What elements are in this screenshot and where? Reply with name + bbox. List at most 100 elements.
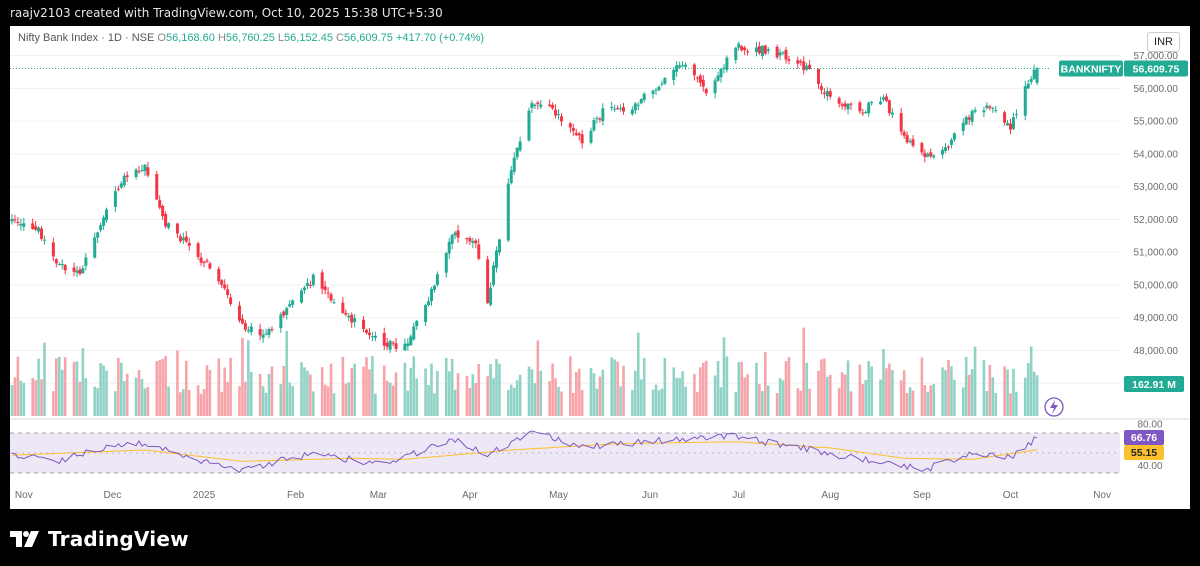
candle-body (243, 323, 247, 330)
volume-bar (622, 365, 625, 416)
volume-bar (743, 377, 746, 416)
volume-bar (179, 392, 182, 416)
candle-body (497, 239, 501, 253)
volume-bar (512, 387, 516, 416)
volume-bar (391, 385, 395, 416)
volume-bar (167, 386, 170, 416)
candle-body (344, 313, 348, 315)
candle-body (140, 170, 144, 172)
volume-bar (684, 386, 687, 416)
candle-body (1011, 117, 1015, 129)
candle-body (1035, 68, 1039, 83)
candle-body (34, 226, 38, 230)
candle-body (681, 65, 685, 67)
volume-bar (477, 363, 481, 416)
candle-body (692, 64, 696, 76)
candle-body (40, 228, 44, 239)
volume-bar (518, 374, 522, 416)
volume-bar (911, 390, 915, 416)
lightning-icon[interactable] (1044, 397, 1064, 417)
candle-body (1003, 112, 1007, 123)
volume-bar (861, 384, 865, 416)
volume-bar (388, 382, 392, 416)
candle-body (908, 141, 912, 143)
candle-body (1026, 83, 1030, 89)
candle-body (551, 104, 555, 109)
volume-bar (176, 350, 179, 416)
volume-bar (905, 393, 909, 416)
candle-body (601, 108, 605, 122)
volume-bar (229, 357, 232, 416)
rsi-line (11, 430, 1038, 474)
volume-bar (837, 387, 841, 416)
chart-panel[interactable]: 57,000.00 56,000.00 55,000.00 54,000.00 53,0… (10, 26, 1190, 509)
candle-body (341, 302, 345, 314)
candle-body (288, 304, 292, 307)
brand-name: TradingView (48, 527, 189, 551)
candle-body (270, 329, 274, 331)
volume-bar (208, 369, 212, 416)
volume-bar (693, 374, 696, 416)
volume-bar (199, 393, 203, 416)
candle-body (60, 263, 64, 266)
volume-bar (840, 372, 844, 416)
candle-body (713, 80, 717, 94)
volume-bar (973, 346, 977, 416)
volume-bar (415, 378, 419, 416)
volume-bar (704, 360, 708, 416)
candle-body (187, 242, 191, 246)
volume-bar (430, 363, 433, 416)
volume-bar (332, 393, 336, 416)
time-axis[interactable]: Nov Dec 2025 Feb Mar Apr May Jun Jul Aug Sep Oct Nov (15, 490, 1111, 501)
volume-bar (571, 392, 575, 416)
volume-bar (81, 348, 85, 416)
candle-body (486, 259, 490, 303)
candles (10, 41, 1039, 353)
volume-bar (436, 370, 439, 416)
volume-bar (858, 364, 862, 416)
brand[interactable]: TradingView (10, 527, 189, 551)
candle-body (657, 86, 661, 91)
candle-body (725, 57, 729, 70)
volume-bar (456, 373, 460, 416)
candle-body (1014, 114, 1018, 116)
candle-body (285, 308, 289, 315)
volume-bar (223, 367, 227, 416)
candle-body (775, 46, 779, 58)
candle-body (633, 103, 637, 111)
candle-body (37, 227, 41, 232)
candle-body (743, 47, 747, 51)
rsi-axis[interactable]: 80.00 40.00 (1137, 420, 1162, 472)
volume-bar (261, 386, 265, 416)
candle-body (435, 274, 439, 285)
volume-bar (202, 389, 206, 416)
volume-bar (557, 386, 560, 416)
currency-button[interactable]: INR (1147, 32, 1180, 52)
price-tick-label: 52,000.00 (1134, 215, 1179, 226)
volume-bar (589, 367, 593, 416)
candle-body (819, 86, 823, 91)
volume-bar (820, 359, 823, 416)
price-axis[interactable]: 57,000.00 56,000.00 55,000.00 54,000.00 53,0… (1134, 51, 1179, 390)
volume-bar (75, 361, 79, 416)
volume-bar (102, 365, 105, 416)
volume-bar (306, 370, 309, 416)
rsi-ma-line (11, 441, 1038, 462)
volume-bar (967, 374, 971, 416)
open-label: O (157, 32, 166, 44)
candle-body (994, 110, 998, 112)
chart-canvas[interactable]: 57,000.00 56,000.00 55,000.00 54,000.00 53,0… (10, 26, 1190, 509)
volume-bar (220, 391, 224, 416)
volume-bar (651, 389, 655, 416)
volume-bar (385, 380, 389, 416)
candle-body (816, 69, 820, 84)
candle-body (93, 237, 97, 258)
volume-bar (19, 380, 23, 416)
candle-body (208, 263, 212, 269)
volume-bar (592, 373, 596, 416)
low-label: L (277, 32, 285, 44)
candle-body (226, 289, 230, 296)
volume-bar (657, 390, 661, 416)
candle-body (849, 103, 853, 105)
volume-bar (486, 376, 489, 416)
